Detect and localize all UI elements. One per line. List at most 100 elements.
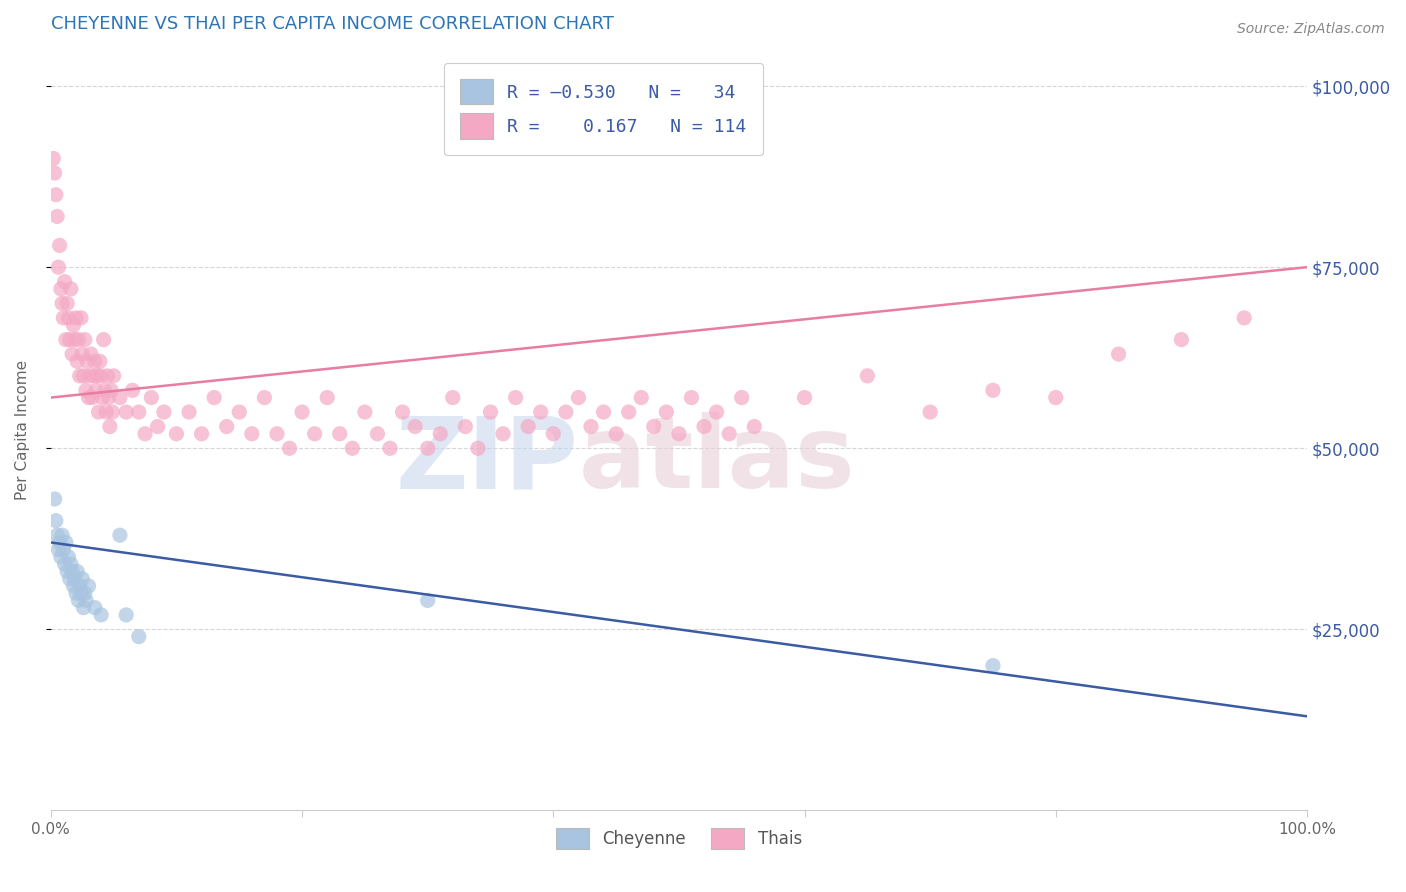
Point: [153, 405, 176, 419]
Point: [53, 275, 76, 289]
Point: [165, 426, 187, 441]
Point: [73, 333, 96, 347]
Point: [90, 368, 112, 383]
Point: [80, 347, 103, 361]
Point: [128, 630, 150, 644]
Point: [378, 442, 401, 456]
Point: [59, 282, 82, 296]
Point: [63, 333, 86, 347]
Point: [51, 296, 73, 310]
Point: [668, 426, 690, 441]
Point: [228, 405, 250, 419]
Point: [52, 310, 75, 325]
Point: [467, 442, 489, 456]
Point: [59, 333, 82, 347]
Y-axis label: Per Capita Income: Per Capita Income: [15, 360, 30, 500]
Point: [655, 405, 678, 419]
Point: [108, 391, 131, 405]
Text: ZIP: ZIP: [395, 412, 578, 509]
Point: [60, 565, 83, 579]
Point: [72, 368, 94, 383]
Point: [316, 391, 339, 405]
Point: [630, 391, 652, 405]
Point: [981, 384, 1004, 398]
Point: [103, 368, 125, 383]
Point: [58, 310, 80, 325]
Point: [731, 391, 754, 405]
Point: [141, 391, 163, 405]
Point: [643, 419, 665, 434]
Point: [87, 405, 110, 419]
Point: [65, 310, 87, 325]
Point: [617, 405, 640, 419]
Point: [146, 419, 169, 434]
Point: [82, 391, 104, 405]
Point: [278, 442, 301, 456]
Point: [291, 405, 314, 419]
Point: [44, 166, 66, 180]
Point: [253, 391, 276, 405]
Point: [981, 658, 1004, 673]
Point: [1233, 310, 1256, 325]
Point: [62, 318, 84, 332]
Point: [128, 405, 150, 419]
Point: [48, 542, 70, 557]
Point: [56, 565, 79, 579]
Point: [115, 405, 138, 419]
Point: [366, 426, 388, 441]
Point: [76, 354, 98, 368]
Point: [97, 391, 120, 405]
Point: [73, 586, 96, 600]
Text: CHEYENNE VS THAI PER CAPITA INCOME CORRELATION CHART: CHEYENNE VS THAI PER CAPITA INCOME CORRE…: [51, 15, 613, 33]
Point: [83, 354, 105, 368]
Point: [63, 572, 86, 586]
Point: [121, 384, 143, 398]
Point: [48, 260, 70, 275]
Point: [567, 391, 589, 405]
Point: [83, 600, 105, 615]
Point: [60, 347, 83, 361]
Point: [56, 296, 79, 310]
Point: [1045, 391, 1067, 405]
Point: [454, 419, 477, 434]
Point: [66, 354, 89, 368]
Point: [592, 405, 614, 419]
Point: [55, 535, 77, 549]
Point: [202, 391, 225, 405]
Text: atlas: atlas: [578, 412, 855, 509]
Point: [70, 347, 93, 361]
Point: [530, 405, 553, 419]
Point: [681, 391, 703, 405]
Point: [329, 426, 352, 441]
Point: [67, 593, 90, 607]
Point: [48, 535, 70, 549]
Point: [45, 187, 67, 202]
Point: [856, 368, 879, 383]
Point: [48, 238, 70, 252]
Point: [416, 442, 439, 456]
Point: [75, 384, 97, 398]
Point: [554, 405, 576, 419]
Point: [90, 607, 112, 622]
Point: [45, 514, 67, 528]
Point: [67, 333, 90, 347]
Point: [77, 391, 100, 405]
Point: [65, 586, 87, 600]
Point: [354, 405, 377, 419]
Point: [96, 368, 118, 383]
Point: [101, 405, 124, 419]
Point: [86, 368, 108, 383]
Point: [100, 384, 122, 398]
Point: [46, 528, 69, 542]
Point: [69, 368, 91, 383]
Point: [49, 549, 72, 564]
Point: [72, 600, 94, 615]
Point: [240, 426, 263, 441]
Point: [94, 405, 117, 419]
Point: [492, 426, 515, 441]
Point: [266, 426, 288, 441]
Point: [94, 384, 117, 398]
Point: [62, 579, 84, 593]
Point: [42, 152, 65, 166]
Point: [93, 333, 115, 347]
